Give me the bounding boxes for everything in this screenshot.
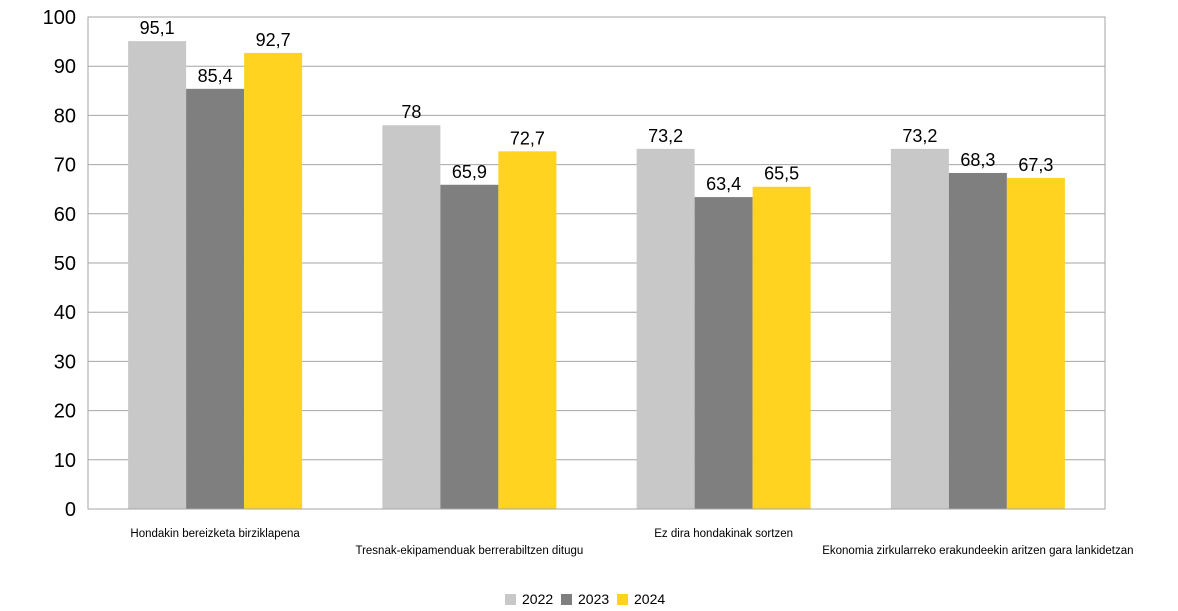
y-tick-label: 80 [54,105,76,127]
data-label: 65,9 [452,162,487,182]
bar-2024 [752,186,811,510]
bar-2022 [636,148,695,509]
category-label: Hondakin bereizketa birziklapena [130,528,300,540]
legend: 2022 2023 2024 [505,591,665,607]
legend-swatch [505,594,516,605]
y-tick-label: 70 [54,155,76,177]
data-label: 65,5 [764,164,799,184]
category-label: Tresnak-ekipamenduak berrerabiltzen ditu… [355,545,583,557]
data-labels: 95,1 85,4 92,7 78 65,9 72,7 73,2 63,4 65,5 73,2 68… [140,18,1054,194]
legend-label: 2024 [634,591,665,607]
legend-swatch [617,594,628,605]
category-labels: Hondakin bereizketa birziklapena Tresnak-… [130,528,1133,557]
data-label: 92,7 [256,30,291,50]
y-tick-label: 10 [54,450,76,472]
bar-2023 [440,184,499,509]
y-tick-label: 100 [43,7,76,29]
bar-2024 [1006,177,1065,509]
y-tick-label: 0 [65,499,76,521]
y-tick-label: 90 [54,56,76,78]
bar-2023 [694,197,753,509]
data-label: 95,1 [140,18,175,38]
y-tick-label: 30 [54,351,76,373]
bar-2023 [948,172,1007,510]
bar-2022 [890,148,949,509]
bar-2024 [498,151,557,510]
legend-label: 2022 [522,591,553,607]
bar-2024 [244,52,303,509]
data-label: 68,3 [960,150,995,170]
data-label: 72,7 [510,128,545,148]
category-label: Ekonomia zirkularreko erakundeekin aritz… [822,545,1133,557]
y-tick-label: 50 [54,253,76,275]
data-label: 73,2 [902,126,937,146]
bar-2022 [382,125,441,510]
data-label: 67,3 [1018,155,1053,175]
category-label: Ez dira hondakinak sortzen [654,528,793,540]
legend-label: 2023 [578,591,609,607]
y-axis-ticks: 0 10 20 30 40 50 60 70 80 90 100 [43,7,76,521]
data-label: 85,4 [198,66,233,86]
data-label: 78 [401,102,421,122]
bar-2023 [186,88,245,509]
data-label: 73,2 [648,126,683,146]
y-tick-label: 40 [54,302,76,324]
bar-2022 [128,41,187,509]
data-label: 63,4 [706,174,741,194]
bars [128,41,1065,510]
legend-swatch [561,594,572,605]
y-tick-label: 60 [54,204,76,226]
y-tick-label: 20 [54,401,76,423]
plot-area-border [87,16,1106,510]
